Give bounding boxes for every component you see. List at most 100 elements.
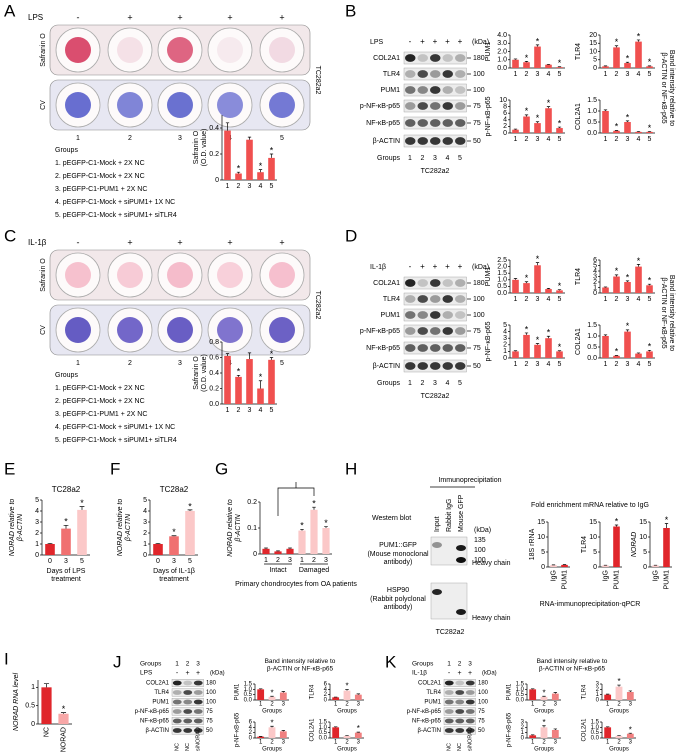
error-bar: [542, 695, 546, 697]
significance: *: [629, 725, 632, 734]
y-tick-label: 1: [596, 692, 600, 698]
label: 1: [76, 360, 80, 367]
label: -: [409, 37, 412, 46]
x-tick-label: 1: [259, 702, 263, 708]
label: RNA-immunoprecipitation-qPCR: [540, 601, 641, 608]
y-tick-label: 15: [639, 519, 647, 526]
label: +: [279, 12, 284, 22]
blot-band: [465, 690, 475, 695]
label: 3: [178, 135, 182, 142]
bar: [77, 509, 87, 555]
blot-band: [172, 680, 182, 686]
y-tick-label: 2: [593, 279, 597, 286]
x-tick-label: 2: [525, 136, 529, 143]
blot-band: [455, 54, 466, 62]
panel-label: H: [345, 459, 357, 478]
y-tick-label: 0: [324, 698, 328, 704]
significance: *: [615, 516, 619, 526]
bar: [257, 388, 264, 404]
y-tick-label: 2: [324, 692, 328, 698]
bar: [235, 173, 242, 180]
bar: [646, 66, 653, 68]
error-bar: [312, 506, 316, 510]
label: 100: [206, 700, 217, 706]
significance: *: [270, 349, 274, 359]
y-axis-label: PUM1: [235, 683, 241, 700]
x-tick-label: 2: [615, 136, 619, 143]
error-bar: [614, 274, 619, 277]
label: β-ACTIN: [373, 138, 400, 145]
bar: [635, 41, 642, 68]
label: CV: [40, 325, 47, 335]
blot-band: [444, 699, 454, 705]
label: 4. pEGFP-C1-Mock + siPUM1+ 1X NC: [55, 424, 175, 431]
x-tick-label: 3: [554, 740, 558, 746]
error-bar: [625, 61, 630, 64]
blot-band: [417, 295, 428, 303]
significance: *: [345, 682, 348, 691]
x-tick-label: 1: [514, 71, 518, 78]
significance: *: [648, 276, 652, 286]
y-tick-label: 10: [537, 534, 545, 541]
error-bar: [288, 547, 292, 549]
label: 75: [473, 103, 481, 110]
significance: *: [270, 145, 274, 155]
label: Immunoprecipitation: [438, 477, 501, 484]
y-tick-label: 1: [593, 284, 597, 291]
label: TLR4: [383, 71, 400, 78]
label: +: [185, 670, 189, 677]
y-tick-label: 1: [521, 730, 525, 736]
y-tick-label: 15: [589, 519, 597, 526]
bar: [512, 59, 519, 68]
blot-band: [417, 327, 428, 335]
error-bar: [225, 353, 230, 356]
label: 5: [280, 360, 284, 367]
y-tick-label: 0: [143, 552, 147, 559]
label: +: [433, 262, 438, 271]
label: 3: [433, 155, 437, 162]
x-tick-label: 1: [604, 136, 608, 143]
x-tick-label: PUM1: [613, 570, 620, 590]
blot-band: [442, 119, 453, 127]
blot-band: [430, 119, 441, 127]
error-bar: [535, 262, 540, 266]
x-axis-label: Groups: [337, 747, 357, 752]
label: IL-1β: [370, 264, 386, 271]
significance: *: [237, 367, 241, 377]
error-bar: [225, 122, 230, 131]
significance: *: [536, 335, 540, 345]
label: NF-κB-p65: [366, 120, 400, 127]
y-axis-label: PUM1: [507, 683, 513, 700]
label: 100: [478, 690, 489, 696]
label: +: [279, 237, 284, 247]
label: +: [227, 237, 232, 247]
error-bar: [557, 289, 562, 291]
blot-band: [405, 119, 416, 127]
bar: [169, 536, 179, 555]
error-bar: [247, 352, 252, 360]
x-tick-label: 1: [531, 702, 535, 708]
x-tick-label: 3: [536, 361, 540, 368]
y-tick-label: 5: [503, 322, 507, 329]
label: COL2A1: [418, 681, 442, 687]
bar: [343, 735, 351, 738]
x-tick-label: 4: [259, 183, 263, 190]
y-axis-label: COL2A1: [310, 718, 316, 742]
y-tick-label: 0.2: [209, 385, 219, 392]
blot-band: [430, 344, 441, 352]
label: 75: [473, 328, 481, 335]
y-tick-label: 3: [593, 273, 597, 280]
error-bar: [513, 58, 518, 60]
bar: [613, 526, 620, 567]
y-tick-label: 1.5: [319, 720, 328, 726]
blot-band: [455, 327, 466, 335]
x-tick-label: 5: [648, 136, 652, 143]
label: Safranin O: [40, 258, 47, 292]
error-bar: [264, 547, 268, 549]
bar: [545, 64, 552, 68]
bar: [332, 697, 340, 700]
bar: [523, 283, 530, 293]
bar: [185, 511, 195, 555]
x-axis-label: Groups: [337, 709, 357, 715]
